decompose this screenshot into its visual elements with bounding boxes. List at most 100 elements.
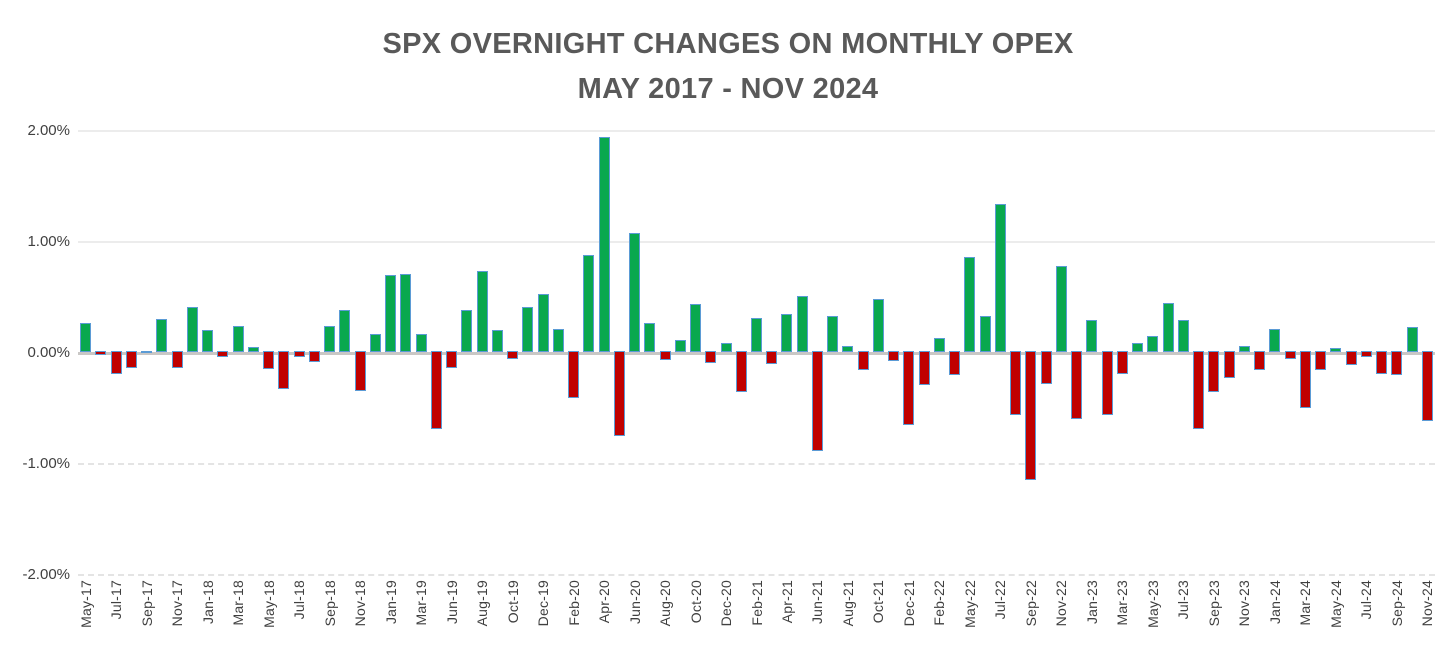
bar-Sep-18 (324, 325, 336, 353)
bar-Oct-22 (1040, 351, 1052, 385)
y-tick-label: -2.00% (22, 565, 70, 583)
x-tick-label-Dec-19: Dec-19 (535, 580, 552, 627)
bar-Jun-22 (979, 315, 991, 353)
bar-Apr-21 (781, 313, 793, 353)
x-tick-label-Jul-22: Jul-22 (992, 580, 1009, 620)
bar-Mar-19 (415, 333, 427, 353)
x-tick-label-Sep-18: Sep-18 (321, 580, 338, 627)
bar-Nov-18 (354, 351, 366, 391)
bar-Dec-17 (186, 306, 198, 353)
x-tick-label-Sep-24: Sep-24 (1388, 580, 1405, 627)
x-tick-label-Dec-20: Dec-20 (718, 580, 734, 627)
bar-Jul-21 (827, 315, 839, 353)
chart-title: SPX OVERNIGHT CHANGES ON MONTHLY OPEX MA… (0, 22, 1456, 112)
x-tick-label-Jan-24: Jan-24 (1266, 580, 1283, 625)
bar-Aug-24 (1376, 351, 1388, 375)
x-tick-label-May-24: May-24 (1327, 580, 1344, 628)
bar-Jun-19 (446, 351, 458, 368)
bar-Dec-20 (720, 342, 732, 353)
gridline (78, 240, 1435, 243)
x-tick-label-Dec-21: Dec-21 (900, 580, 917, 627)
bar-Nov-23 (1238, 345, 1250, 353)
bar-Sep-22 (1025, 351, 1037, 480)
chart-title-line1: SPX OVERNIGHT CHANGES ON MONTHLY OPEX (382, 28, 1074, 60)
bar-Mar-21 (766, 351, 778, 365)
bar-Jun-17 (95, 351, 107, 356)
x-tick-label-May-17: May-17 (77, 580, 94, 628)
bar-Oct-17 (156, 319, 168, 353)
x-tick-label-Aug-21: Aug-21 (839, 580, 856, 627)
bar-Feb-19 (400, 273, 412, 353)
bar-Jul-17 (110, 351, 122, 375)
x-tick-label-Mar-18: Mar-18 (230, 580, 247, 626)
bar-Aug-21 (842, 345, 854, 353)
bar-Aug-18 (308, 351, 320, 363)
bar-Jul-22 (994, 203, 1006, 353)
chart-title-line2: MAY 2017 - NOV 2024 (577, 73, 879, 105)
bar-Jun-18 (278, 351, 290, 389)
bar-Sep-23 (1208, 351, 1220, 393)
x-tick-label-Feb-22: Feb-22 (931, 580, 948, 626)
x-tick-label-Jun-21: Jun-21 (809, 580, 826, 625)
bar-May-17 (80, 322, 92, 353)
bar-May-22 (964, 257, 976, 353)
x-tick-label-Oct-19: Oct-19 (504, 580, 521, 624)
bar-Aug-20 (659, 351, 671, 360)
bar-Jun-23 (1162, 302, 1174, 353)
x-tick-label-Jan-18: Jan-18 (199, 580, 216, 625)
x-tick-label-Nov-17: Nov-17 (169, 580, 186, 627)
bar-Jun-21 (811, 351, 823, 451)
bar-May-23 (1147, 335, 1159, 353)
bar-Sep-17 (141, 351, 153, 354)
x-tick-label-May-18: May-18 (260, 580, 277, 628)
bar-Feb-22 (933, 338, 945, 353)
bar-Feb-23 (1101, 351, 1113, 416)
bar-Sep-21 (857, 351, 869, 370)
y-tick-label: 1.00% (27, 232, 70, 250)
bar-Dec-22 (1071, 351, 1083, 419)
bar-Mar-23 (1116, 351, 1128, 375)
bar-Oct-24 (1406, 326, 1418, 353)
bar-Jun-20 (629, 232, 641, 353)
x-tick-label-Nov-22: Nov-22 (1053, 580, 1070, 627)
bar-Mar-20 (583, 254, 595, 353)
bar-Nov-22 (1055, 265, 1067, 353)
x-tick-label-Nov-18: Nov-18 (352, 580, 369, 627)
bar-May-21 (796, 295, 808, 353)
x-tick-label-Apr-20: Apr-20 (596, 580, 613, 624)
bar-Aug-17 (125, 351, 137, 368)
bar-May-24 (1330, 348, 1342, 353)
bar-Jun-24 (1345, 351, 1357, 366)
x-tick-label-Oct-20: Oct-20 (687, 580, 704, 624)
bar-Aug-22 (1010, 351, 1022, 416)
gridline (78, 462, 1435, 465)
x-tick-label-Nov-24: Nov-24 (1419, 580, 1436, 627)
bar-Jul-20 (644, 322, 656, 353)
y-tick-label: -1.00% (22, 454, 70, 472)
bar-Jan-20 (552, 329, 564, 353)
x-tick-label-Mar-19: Mar-19 (413, 580, 430, 626)
bar-Mar-24 (1299, 351, 1311, 408)
bar-Nov-19 (522, 306, 534, 353)
bar-Jan-24 (1269, 329, 1281, 353)
bar-Sep-24 (1391, 351, 1403, 376)
x-tick-label-May-23: May-23 (1144, 580, 1161, 628)
x-tick-label-Sep-17: Sep-17 (138, 580, 155, 627)
x-tick-label-Jul-18: Jul-18 (291, 580, 308, 620)
bar-Oct-18 (339, 310, 351, 353)
x-tick-label-Mar-23: Mar-23 (1114, 580, 1131, 626)
y-tick-label: 2.00% (27, 121, 70, 139)
bar-Apr-24 (1315, 351, 1327, 370)
x-tick-label-Aug-20: Aug-20 (657, 580, 674, 627)
x-tick-label-Jun-20: Jun-20 (626, 580, 643, 625)
bar-Jan-23 (1086, 320, 1098, 353)
x-tick-label-Jul-24: Jul-24 (1358, 580, 1375, 620)
bar-Dec-21 (903, 351, 915, 426)
x-tick-label-Jul-17: Jul-17 (108, 580, 125, 620)
gridline (78, 573, 1435, 576)
x-tick-label-Aug-19: Aug-19 (474, 580, 491, 627)
x-tick-label-Jan-23: Jan-23 (1083, 580, 1100, 625)
gridline (78, 129, 1435, 132)
bar-Oct-20 (690, 303, 701, 353)
